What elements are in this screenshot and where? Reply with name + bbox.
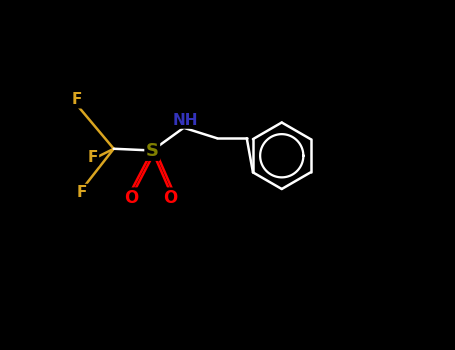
Text: F: F — [72, 92, 82, 107]
Text: S: S — [146, 141, 159, 160]
Text: O: O — [162, 189, 177, 207]
Text: NH: NH — [173, 113, 198, 127]
Text: O: O — [124, 189, 138, 207]
Text: F: F — [77, 185, 87, 200]
Text: F: F — [87, 150, 98, 165]
